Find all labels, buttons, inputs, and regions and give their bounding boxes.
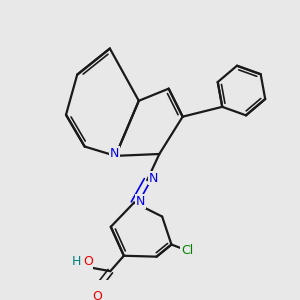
- Text: H: H: [72, 255, 81, 268]
- Text: Cl: Cl: [181, 244, 193, 257]
- Text: N: N: [110, 147, 119, 160]
- Text: N: N: [136, 195, 146, 208]
- Text: N: N: [149, 172, 158, 185]
- Text: O: O: [83, 255, 93, 268]
- Text: O: O: [92, 290, 102, 300]
